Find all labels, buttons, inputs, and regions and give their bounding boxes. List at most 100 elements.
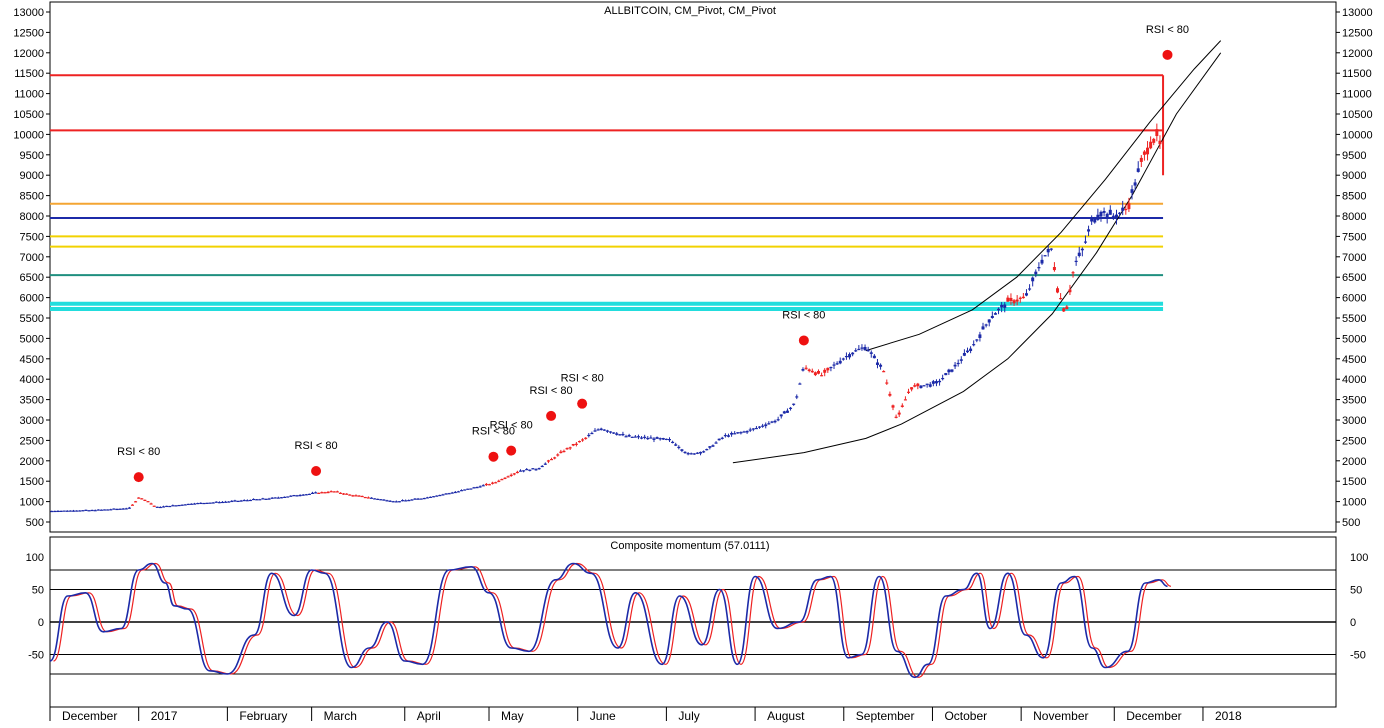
price-candle-body [186, 503, 190, 506]
price-candle-body [345, 493, 349, 495]
price-candle-body [810, 370, 814, 373]
price-candle-body [425, 497, 429, 499]
price-candle-body [655, 437, 659, 439]
rsi-signal-label: RSI < 80 [472, 426, 515, 438]
price-candle-body [329, 491, 333, 493]
momentum-fast-line [49, 562, 1168, 679]
price-candle-body [323, 492, 327, 494]
price-candle-body [550, 458, 554, 461]
price-candle-body [391, 501, 395, 503]
price-candle-body [618, 434, 622, 436]
price-candle-body [972, 344, 976, 346]
price-candle-body [360, 495, 364, 498]
x-tick-label: May [501, 709, 524, 723]
price-candle-body [245, 500, 249, 502]
price-candle-body [714, 442, 718, 444]
price-candle-body [252, 498, 256, 501]
price-candle-body [134, 501, 138, 503]
momentum-tick-label-right: 0 [1350, 617, 1356, 629]
price-plot-frame [49, 1, 1337, 533]
price-candle-body [205, 502, 209, 504]
price-candle-body [193, 503, 197, 505]
price-candle-body [441, 494, 445, 496]
price-candle-body [1000, 304, 1004, 308]
price-candle-body [267, 498, 271, 500]
price-candle-body [903, 399, 907, 401]
price-candle-body [258, 499, 262, 501]
price-candle-body [1031, 277, 1035, 282]
price-tick-label-left: 10500 [13, 109, 44, 121]
price-candle-body [965, 350, 969, 353]
x-tick-label: November [1033, 709, 1088, 723]
momentum-y-axis: 100 100 50 50 0 0 -50 -50 [26, 552, 1369, 662]
price-candle-body [934, 381, 938, 384]
price-candle-body [820, 375, 824, 377]
price-candle-body [773, 420, 777, 423]
price-tick-label-left: 5000 [20, 333, 44, 345]
momentum-tick-label-right: -50 [1350, 650, 1366, 662]
price-candle-body [879, 364, 883, 367]
price-candle-body [826, 367, 830, 371]
price-candle-body [1155, 129, 1159, 137]
price-candle-body [109, 509, 113, 511]
price-candle-body [832, 364, 836, 366]
price-tick-label-right: 1000 [1342, 497, 1366, 509]
price-tick-label-left: 12500 [13, 27, 44, 39]
price-candle-body [782, 411, 786, 414]
price-candle-body [795, 396, 799, 398]
price-candle-body [370, 497, 373, 499]
price-candle-body [432, 496, 436, 498]
price-candle-body [1077, 252, 1081, 256]
price-candle-body [664, 438, 668, 441]
price-candle-body [162, 506, 166, 508]
price-candle-body [699, 451, 703, 454]
momentum-reference-lines [50, 569, 1336, 675]
price-candle-body [1065, 306, 1069, 310]
price-candle-body [373, 498, 377, 500]
price-candle-body [726, 435, 730, 437]
price-tick-label-right: 10500 [1342, 109, 1373, 121]
price-candle-body [78, 510, 82, 512]
price-candle-body [112, 508, 116, 510]
price-candle-body [99, 509, 103, 511]
price-candle-body [491, 482, 495, 484]
price-candle-body [1114, 214, 1118, 219]
price-candle-body [106, 509, 110, 511]
price-candle-body [1056, 288, 1060, 293]
price-candle-body [705, 449, 709, 451]
price-candle-body [283, 496, 287, 498]
price-candle-body [643, 436, 647, 438]
price-tick-label-right: 8500 [1342, 191, 1366, 203]
price-candle-body [59, 510, 63, 512]
price-candle-body [1136, 168, 1140, 172]
price-series [50, 123, 1162, 513]
price-candle-body [456, 491, 460, 493]
rsi-signal-dot [488, 451, 499, 462]
price-tick-label-left: 6000 [20, 293, 44, 305]
price-candle-body [273, 497, 277, 499]
price-candle-body [844, 355, 848, 358]
price-candle-body [118, 508, 122, 510]
price-candle-body [546, 460, 550, 462]
price-tick-label-left: 3000 [20, 415, 44, 427]
price-tick-label-left: 7500 [20, 231, 44, 243]
price-candle-body [1149, 141, 1153, 149]
price-candle-body [286, 496, 290, 498]
price-candle-body [686, 453, 690, 455]
price-candle-body [335, 491, 339, 493]
price-candle-body [413, 498, 417, 500]
price-candle-body [913, 385, 917, 387]
price-candle-body [1152, 138, 1156, 143]
price-tick-label-right: 5500 [1342, 313, 1366, 325]
price-candle-body [469, 488, 473, 490]
price-candle-body [56, 510, 60, 513]
price-candle-body [742, 431, 746, 433]
price-candle-body [907, 391, 911, 393]
rsi-signal-label: RSI < 80 [561, 373, 604, 385]
price-tick-label-right: 6500 [1342, 272, 1366, 284]
price-candle-body [556, 454, 560, 456]
price-candle-body [767, 423, 771, 425]
price-candle-body [609, 431, 613, 433]
pivot-levels [50, 74, 1165, 312]
